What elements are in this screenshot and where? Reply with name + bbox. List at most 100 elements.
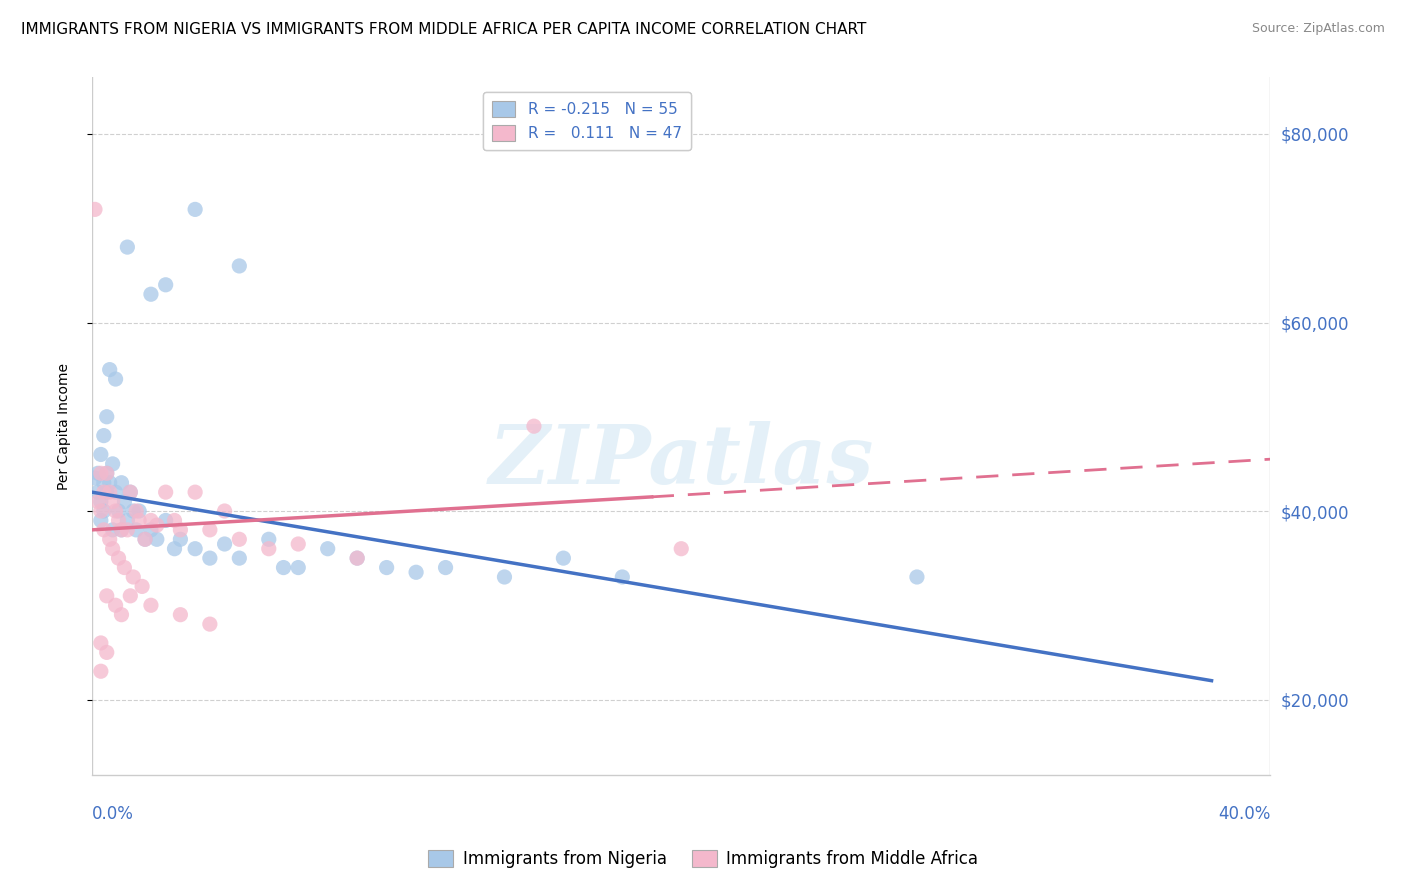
Point <box>434 560 457 574</box>
Point <box>125 504 148 518</box>
Point <box>84 202 107 217</box>
Point <box>139 513 162 527</box>
Text: IMMIGRANTS FROM NIGERIA VS IMMIGRANTS FROM MIDDLE AFRICA PER CAPITA INCOME CORRE: IMMIGRANTS FROM NIGERIA VS IMMIGRANTS FR… <box>21 22 866 37</box>
Point <box>87 467 110 481</box>
Point <box>90 665 112 679</box>
Point <box>90 513 112 527</box>
Point <box>112 494 135 508</box>
Point <box>287 560 309 574</box>
Point <box>405 566 427 580</box>
Point <box>155 277 177 292</box>
Point <box>169 523 191 537</box>
Point <box>155 485 177 500</box>
Point <box>257 541 280 556</box>
Point <box>146 533 169 547</box>
Point <box>87 494 110 508</box>
Point <box>90 447 112 461</box>
Point <box>184 541 207 556</box>
Point <box>96 409 118 424</box>
Point <box>494 570 516 584</box>
Point <box>104 599 127 613</box>
Point <box>163 513 186 527</box>
Point <box>96 467 118 481</box>
Point <box>112 560 135 574</box>
Point <box>87 485 110 500</box>
Point <box>90 636 112 650</box>
Text: 0.0%: 0.0% <box>91 805 134 823</box>
Point <box>98 533 121 547</box>
Point <box>107 504 129 518</box>
Point <box>104 504 127 518</box>
Legend: R = -0.215   N = 55, R =   0.111   N = 47: R = -0.215 N = 55, R = 0.111 N = 47 <box>484 92 690 150</box>
Point <box>93 504 115 518</box>
Point <box>139 599 162 613</box>
Point <box>139 523 162 537</box>
Point <box>96 589 118 603</box>
Point <box>184 485 207 500</box>
Point <box>101 457 124 471</box>
Point <box>155 513 177 527</box>
Point <box>101 523 124 537</box>
Point <box>163 541 186 556</box>
Point <box>122 570 145 584</box>
Point <box>110 475 132 490</box>
Point <box>96 467 118 481</box>
Point <box>101 494 124 508</box>
Point <box>90 467 112 481</box>
Point <box>93 523 115 537</box>
Point <box>146 518 169 533</box>
Point <box>134 533 156 547</box>
Point <box>375 560 398 574</box>
Point <box>346 551 368 566</box>
Text: Source: ZipAtlas.com: Source: ZipAtlas.com <box>1251 22 1385 36</box>
Point <box>198 523 221 537</box>
Text: ZIPatlas: ZIPatlas <box>488 421 875 501</box>
Point <box>93 428 115 442</box>
Point <box>228 259 250 273</box>
Point <box>316 541 339 556</box>
Point <box>104 485 127 500</box>
Point <box>98 485 121 500</box>
Point <box>90 494 112 508</box>
Point <box>93 475 115 490</box>
Point <box>107 551 129 566</box>
Point <box>198 617 221 632</box>
Point <box>905 570 928 584</box>
Point <box>93 485 115 500</box>
Point <box>139 287 162 301</box>
Point <box>84 471 107 485</box>
Point <box>120 485 142 500</box>
Point <box>128 513 150 527</box>
Point <box>128 504 150 518</box>
Point <box>214 504 236 518</box>
Point <box>117 240 139 254</box>
Point <box>110 523 132 537</box>
Point <box>122 504 145 518</box>
Point <box>101 541 124 556</box>
Point <box>120 589 142 603</box>
Point <box>90 504 112 518</box>
Point <box>257 533 280 547</box>
Point <box>98 475 121 490</box>
Point <box>96 485 118 500</box>
Text: 40.0%: 40.0% <box>1218 805 1271 823</box>
Point <box>110 523 132 537</box>
Point <box>671 541 693 556</box>
Point <box>612 570 634 584</box>
Point <box>214 537 236 551</box>
Point <box>120 485 142 500</box>
Point <box>107 513 129 527</box>
Point <box>228 533 250 547</box>
Point <box>117 513 139 527</box>
Y-axis label: Per Capita Income: Per Capita Income <box>58 363 72 490</box>
Point <box>287 537 309 551</box>
Point <box>110 607 132 622</box>
Legend: Immigrants from Nigeria, Immigrants from Middle Africa: Immigrants from Nigeria, Immigrants from… <box>420 843 986 875</box>
Point <box>273 560 295 574</box>
Point <box>346 551 368 566</box>
Point <box>228 551 250 566</box>
Point <box>169 533 191 547</box>
Point <box>134 533 156 547</box>
Point <box>125 523 148 537</box>
Point <box>523 419 546 434</box>
